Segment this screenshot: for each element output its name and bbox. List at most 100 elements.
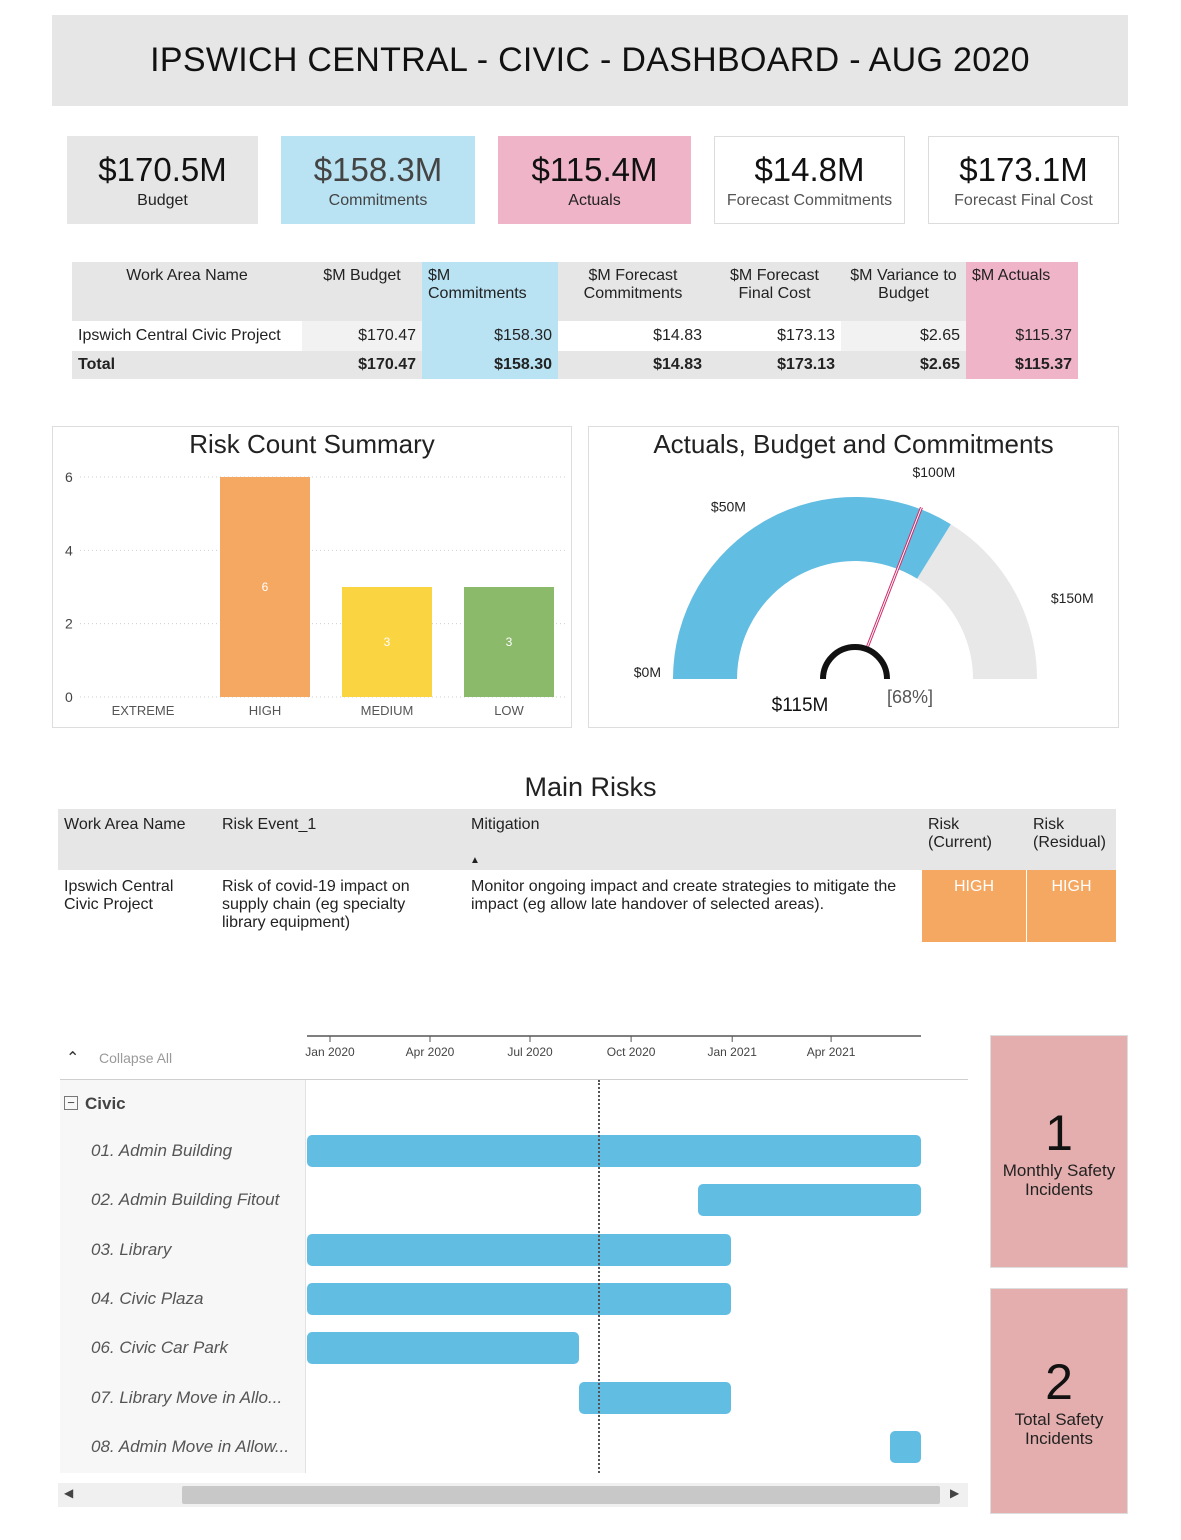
col-work-area-name[interactable]: Work Area Name (72, 262, 302, 321)
table-total-row[interactable]: Total $170.47 $158.30 $14.83 $173.13 $2.… (72, 351, 1078, 379)
kpi-budget-card: $170.5M Budget (67, 136, 258, 224)
main-risks-header (58, 809, 1116, 870)
gantt-task-label[interactable]: 06. Civic Car Park (91, 1338, 228, 1358)
gantt-task-label[interactable]: 04. Civic Plaza (91, 1288, 204, 1308)
main-risks-title: Main Risks (524, 772, 657, 802)
gantt-time-axis: Jan 2020 Apr 2020 Jul 2020 Oct 2020 Jan 2021… (305, 1035, 921, 1059)
risk-count-chart: 0 2 4 6 EXTREME 6 HIGH 3 MEDIUM 3 LOW (65, 469, 568, 718)
gauge-value-label: $115M (772, 695, 829, 716)
gantt-task-bar[interactable] (307, 1233, 732, 1266)
kpi-forecast-final-cost-card: $173.1M Forecast Final Cost (928, 136, 1119, 224)
gantt-group-civic[interactable]: Civic (85, 1094, 126, 1113)
cost-summary-table: Work Area Name $M Budget $M Commitments … (72, 262, 1078, 379)
bar-data-label: 6 (262, 580, 269, 594)
scroll-right-icon[interactable]: ▶ (950, 1486, 960, 1500)
y-tick-label: 6 (65, 469, 73, 485)
gantt-task-bar[interactable] (307, 1135, 921, 1167)
mr-col-risk-residual[interactable]: Risk (Residual) (1033, 816, 1106, 851)
kpi-budget-value: $170.5M (98, 151, 227, 188)
monthly-safety-value: 1 (1045, 1104, 1073, 1161)
mr-col-risk-current[interactable]: Risk (Current) (928, 816, 993, 851)
gantt-task-bar[interactable] (307, 1332, 580, 1365)
total-safety-label: Total Safety Incidents (1014, 1410, 1104, 1448)
table-row[interactable]: Ipswich Central Civic Project $170.47 $1… (72, 321, 1078, 351)
gauge-value-arc[interactable] (673, 497, 951, 679)
bar-low[interactable] (464, 587, 554, 697)
kpi-actuals-label: Actuals (568, 192, 621, 209)
col-actuals[interactable]: $M Actuals (966, 262, 1078, 321)
gantt-task-label[interactable]: 02. Admin Building Fitout (91, 1190, 280, 1210)
kpi-commitments-label: Commitments (328, 192, 428, 209)
kpi-commitments-value: $158.3M (313, 151, 443, 188)
bar-data-label: 3 (506, 635, 513, 649)
cell-budget: $170.47 (302, 321, 422, 351)
cell-total-forecast-final-cost: $173.13 (708, 351, 841, 379)
bar-medium[interactable] (342, 587, 432, 697)
chevron-up-icon[interactable]: ⌃ (66, 1050, 80, 1067)
sort-ascending-icon[interactable]: ▲ (470, 855, 480, 866)
gantt-axis-label: Jan 2021 (708, 1045, 758, 1059)
x-tick-label: LOW (494, 703, 524, 718)
collapse-group-icon[interactable]: − (64, 1096, 78, 1110)
gauge-panel[interactable]: Actuals, Budget and Commitments $0M $50M $… (588, 426, 1119, 728)
gauge-chart: $0M $50M $100M $150M $115M [68%] (634, 464, 1094, 716)
risk-current-badge: HIGH (922, 870, 1026, 942)
col-forecast-final-cost[interactable]: $M Forecast Final Cost (708, 262, 841, 321)
gauge-needle-highlight (867, 507, 922, 647)
scrollbar-thumb[interactable] (182, 1486, 940, 1504)
page-title: IPSWICH CENTRAL - CIVIC - DASHBOARD - AU… (150, 41, 1030, 79)
gantt-axis-label: Apr 2020 (406, 1045, 455, 1059)
kpi-actuals-card: $115.4M Actuals (498, 136, 691, 224)
gantt-task-label[interactable]: 01. Admin Building (91, 1141, 233, 1160)
gantt-task-label[interactable]: 07. Library Move in Allo... (91, 1387, 283, 1407)
gauge-percent-label: [68%] (887, 687, 933, 707)
kpi-forecast-final-cost-value: $173.1M (959, 151, 1088, 188)
gauge-tick-label: $50M (711, 498, 746, 514)
bar-high[interactable] (220, 477, 310, 697)
col-variance-to-budget[interactable]: $M Variance to Budget (841, 262, 966, 321)
dashboard-title-bar: IPSWICH CENTRAL - CIVIC - DASHBOARD - AU… (52, 15, 1128, 106)
collapse-all-button[interactable]: Collapse All (99, 1050, 173, 1066)
gantt-task-bar[interactable] (579, 1381, 732, 1414)
col-budget[interactable]: $M Budget (302, 262, 422, 321)
gauge-tick-label: $0M (634, 664, 661, 680)
cell-total-forecast-commitments: $14.83 (558, 351, 708, 379)
mr-cell-work-area: Ipswich Central Civic Project (64, 878, 174, 913)
mr-col-mitigation[interactable]: Mitigation (471, 816, 540, 833)
kpi-commitments-card: $158.3M Commitments (281, 136, 475, 224)
gantt-task-label[interactable]: 08. Admin Move in Allow... (91, 1436, 290, 1456)
gantt-task-bar[interactable] (698, 1184, 921, 1217)
gantt-task-bar[interactable] (890, 1430, 921, 1463)
gantt-task-bar[interactable] (307, 1282, 732, 1315)
cell-forecast-final-cost: $173.13 (708, 321, 841, 351)
mr-cell-risk-event: Risk of covid-19 impact on supply chain … (222, 878, 410, 931)
col-commitments[interactable]: $M Commitments (422, 262, 558, 321)
cell-work-area: Ipswich Central Civic Project (72, 321, 302, 351)
gantt-task-label[interactable]: 03. Library (91, 1239, 172, 1259)
col-forecast-commitments[interactable]: $M Forecast Commitments (558, 262, 708, 321)
gauge-chart-title: Actuals, Budget and Commitments (653, 429, 1054, 459)
cell-variance: $2.65 (841, 321, 966, 351)
monthly-safety-label: Monthly Safety Incidents (1002, 1160, 1116, 1199)
kpi-forecast-commitments-card: $14.8M Forecast Commitments (714, 136, 905, 224)
total-safety-card: 2 Total Safety Incidents (990, 1288, 1128, 1514)
total-safety-value: 2 (1045, 1354, 1073, 1410)
table-header-row: Work Area Name $M Budget $M Commitments … (72, 262, 1078, 321)
x-tick-label: MEDIUM (361, 703, 414, 718)
cell-total-actuals: $115.37 (966, 351, 1078, 379)
risk-residual-badge: HIGH (1027, 870, 1116, 942)
cell-total-variance: $2.65 (841, 351, 966, 379)
bar-data-label: 3 (384, 635, 391, 649)
risk-count-panel[interactable]: Risk Count Summary 0 2 4 6 EXTREME 6 HIGH 3 MEDI… (52, 426, 572, 728)
y-tick-label: 2 (65, 616, 73, 632)
kpi-actuals-value: $115.4M (531, 151, 658, 188)
gantt-axis-label: Jan 2020 (305, 1045, 355, 1059)
scroll-left-icon[interactable]: ◀ (64, 1486, 74, 1500)
cell-total-label: Total (72, 351, 302, 379)
gantt-task-list (60, 1080, 306, 1473)
mr-col-work-area[interactable]: Work Area Name (64, 816, 186, 833)
mr-col-risk-event[interactable]: Risk Event_1 (222, 816, 317, 833)
gantt-header-divider (60, 1079, 968, 1080)
kpi-forecast-final-cost-label: Forecast Final Cost (954, 192, 1093, 209)
mr-cell-mitigation: Monitor ongoing impact and create strate… (471, 878, 897, 913)
